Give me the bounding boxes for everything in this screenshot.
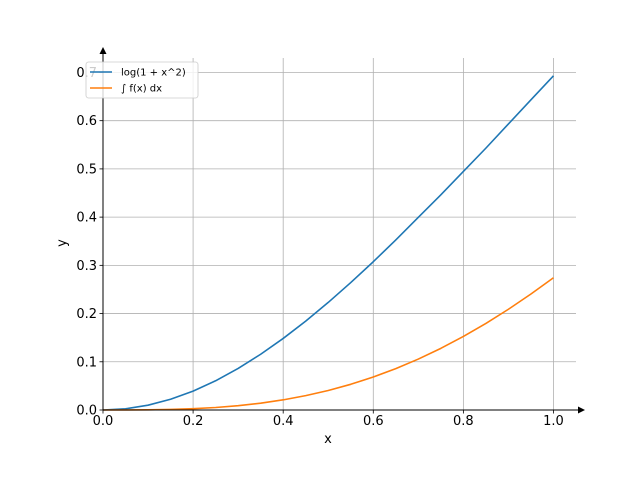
legend: log(1 + x^2) ∫ f(x) dx [85, 61, 199, 99]
x-tick-label: 1.0 [543, 414, 564, 429]
series-lines [102, 75, 555, 411]
x-axis-arrow [578, 406, 585, 414]
y-tick-label: 0.5 [76, 162, 97, 177]
series-line-1 [102, 75, 555, 411]
y-tick-label: 0.2 [76, 307, 97, 322]
y-tick-label: 0.1 [76, 355, 97, 370]
x-axis-label: x [324, 432, 332, 447]
x-tick-label: 0.0 [93, 414, 114, 429]
y-tick-label: 0.0 [76, 404, 97, 419]
series-line-2 [102, 277, 554, 411]
y-axis-arrow [99, 47, 107, 54]
axes [99, 47, 585, 414]
y-tick-label: 0.3 [76, 259, 97, 274]
y-tick-label: 0.4 [76, 211, 97, 226]
legend-label-1: log(1 + x^2) [121, 68, 186, 79]
x-tick-label: 0.2 [183, 414, 204, 429]
legend-label-2: ∫ f(x) dx [121, 84, 162, 95]
x-tick-label: 0.8 [453, 414, 474, 429]
x-tick-label: 0.6 [363, 414, 384, 429]
grid-lines [103, 58, 576, 410]
y-axis-label: y [55, 239, 70, 247]
y-tick-label: 0.6 [76, 114, 97, 129]
x-tick-label: 0.4 [273, 414, 294, 429]
legend-box [85, 61, 199, 99]
